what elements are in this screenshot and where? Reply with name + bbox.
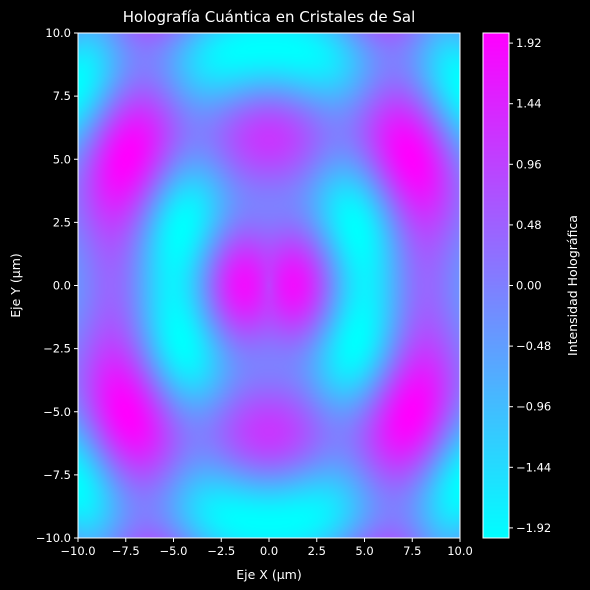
y-tick-label: −5.0 [43, 405, 71, 419]
colorbar-gradient [483, 33, 509, 538]
plot-frame [77, 32, 461, 539]
colorbar-ticks: −1.92 −1.44 −0.96 −0.48 0.00 0.48 0.96 1.44 1.92 [509, 36, 551, 535]
chart-title: Holografía Cuántica en Cristales de Sal [123, 8, 416, 26]
colorbar-tick-label: −1.44 [516, 460, 551, 474]
y-tick-label: 7.5 [53, 89, 71, 103]
colorbar-frame [482, 32, 510, 539]
colorbar-tick-label: −0.96 [516, 400, 551, 414]
y-tick-label: 0.0 [53, 279, 71, 293]
colorbar-tick-label: 0.96 [516, 157, 542, 171]
y-tick-label: 5.0 [53, 152, 71, 166]
y-axis-ticks: −10.0 −7.5 −5.0 −2.5 0.0 2.5 5.0 7.5 10.0 [36, 26, 78, 545]
y-tick-label: 10.0 [45, 26, 71, 40]
x-tick-label: −7.5 [112, 544, 140, 558]
x-tick-label: 10.0 [447, 544, 473, 558]
x-tick-label: 2.5 [308, 544, 326, 558]
colorbar-label: Intensidad Holográfica [565, 215, 580, 356]
x-axis-label: Eje X (µm) [236, 567, 301, 582]
y-tick-label: 2.5 [53, 215, 71, 229]
x-tick-label: −10.0 [60, 544, 95, 558]
x-tick-label: −2.5 [207, 544, 235, 558]
heatmap-plot [78, 33, 460, 538]
y-tick-label: −2.5 [43, 342, 71, 356]
colorbar-tick-label: 1.92 [516, 36, 542, 50]
y-tick-label: −7.5 [43, 468, 71, 482]
y-tick-label: −10.0 [36, 531, 71, 545]
colorbar-tick-label: −1.92 [516, 521, 551, 535]
x-tick-label: 7.5 [403, 544, 421, 558]
y-axis-label: Eje Y (µm) [8, 253, 23, 318]
colorbar-tick-label: 1.44 [516, 97, 542, 111]
x-tick-label: 0.0 [260, 544, 278, 558]
x-tick-label: −5.0 [160, 544, 188, 558]
colorbar-tick-label: 0.48 [516, 218, 542, 232]
x-tick-label: 5.0 [355, 544, 373, 558]
colorbar-tick-label: 0.00 [516, 279, 542, 293]
x-axis-ticks: −10.0 −7.5 −5.0 −2.5 0.0 2.5 5.0 7.5 10.0 [60, 538, 473, 558]
colorbar-tick-label: −0.48 [516, 339, 551, 353]
